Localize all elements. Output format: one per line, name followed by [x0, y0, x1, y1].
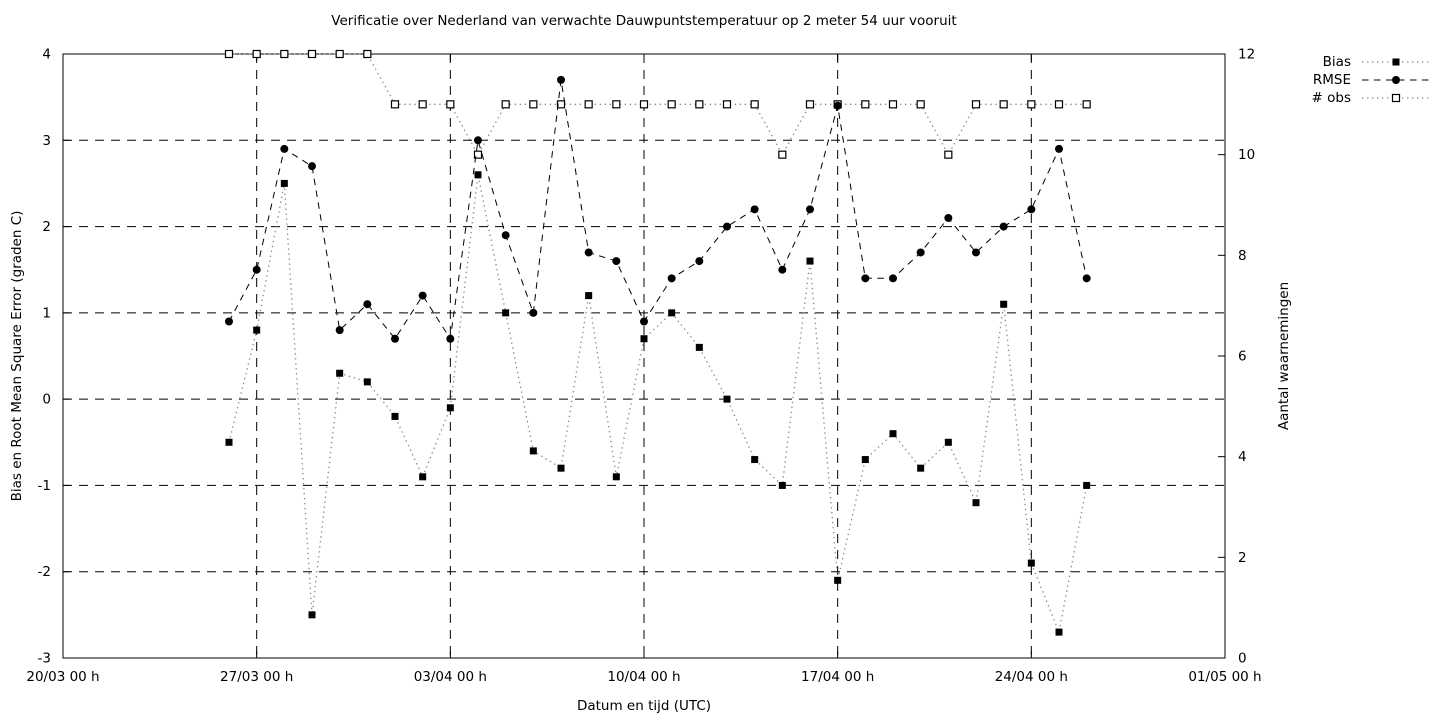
right-tick-label: 2 [1238, 550, 1247, 566]
right-tick-label: 10 [1238, 147, 1255, 163]
left-tick-label: -3 [38, 651, 51, 667]
legend-item-rmse: RMSE [1312, 71, 1432, 89]
left-tick-label: 4 [42, 47, 51, 63]
left-tick-label: 3 [42, 133, 51, 149]
x-tick-label: 10/04 00 h [607, 669, 680, 685]
rmse-line-sample-icon [1362, 76, 1430, 84]
x-tick-label: 27/03 00 h [220, 669, 293, 685]
axis-ticks [62, 53, 1226, 659]
right-tick-label: 4 [1238, 449, 1247, 465]
left-axis-title: Bias en Root Mean Square Error (graden C… [9, 210, 25, 502]
series-rmse [225, 75, 1091, 343]
x-tick-label: 24/04 00 h [995, 669, 1068, 685]
x-tick-label: 17/04 00 h [801, 669, 874, 685]
legend-item-bias: Bias [1312, 53, 1432, 71]
x-axis-title: Datum en tijd (UTC) [576, 698, 712, 714]
left-tick-label: -2 [38, 564, 51, 580]
right-axis-title: Aantal waarnemingen [1276, 281, 1292, 431]
legend-item-obs: # obs [1312, 89, 1432, 107]
obs-line-sample-icon [1362, 93, 1430, 103]
x-tick-label: 03/04 00 h [414, 669, 487, 685]
left-tick-label: 1 [42, 305, 51, 321]
left-tick-label: -1 [38, 478, 51, 494]
left-tick-label: 2 [42, 219, 51, 235]
legend-label-obs: # obs [1311, 90, 1351, 106]
legend-label-rmse: RMSE [1312, 72, 1351, 88]
right-tick-label: 8 [1238, 248, 1247, 264]
right-tick-label: 0 [1238, 651, 1247, 667]
right-tick-label: 12 [1238, 47, 1255, 63]
series--obs [224, 49, 1091, 159]
legend-label-bias: Bias [1322, 54, 1351, 70]
x-tick-label: 01/05 00 h [1188, 669, 1261, 685]
left-tick-label: 0 [42, 392, 51, 408]
right-tick-label: 6 [1238, 349, 1247, 365]
grid [63, 54, 1225, 658]
x-tick-label: 20/03 00 h [26, 669, 99, 685]
series-bias [225, 171, 1091, 636]
chart-title: Verificatie over Nederland van verwachte… [331, 13, 957, 29]
bias-line-sample-icon [1362, 58, 1430, 66]
legend: Bias RMSE # obs [1312, 53, 1432, 107]
